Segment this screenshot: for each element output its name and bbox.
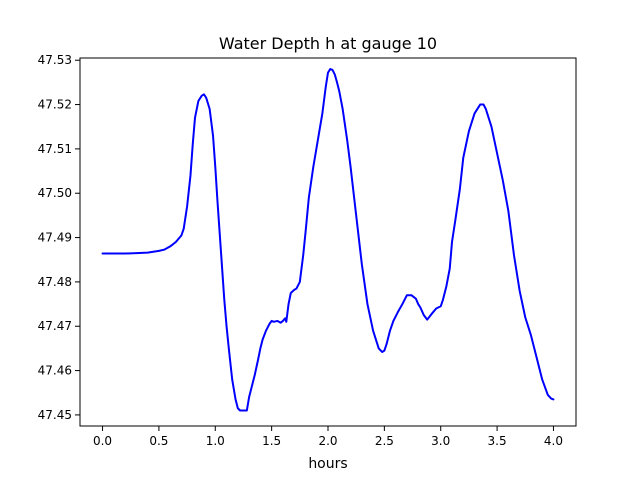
plot-area: [79, 57, 577, 427]
x-tick-label: 3.5: [488, 434, 507, 448]
y-tick-label: 47.52: [38, 98, 72, 112]
y-tick-label: 47.46: [38, 364, 72, 378]
series-line: [101, 68, 555, 412]
y-tick-label: 47.45: [38, 408, 72, 422]
chart-title: Water Depth h at gauge 10: [219, 34, 437, 53]
x-tick-label: 0.5: [149, 434, 168, 448]
plot-frame: [79, 57, 577, 427]
x-tick-label: 2.0: [318, 434, 337, 448]
x-tick-label: 1.5: [262, 434, 281, 448]
x-tick-label: 0.0: [93, 434, 112, 448]
x-tick-label: 4.0: [544, 434, 563, 448]
x-tick-label: 3.0: [431, 434, 450, 448]
x-tick-label: 1.0: [206, 434, 225, 448]
y-tick-label: 47.48: [38, 275, 72, 289]
y-tick-label: 47.53: [38, 53, 72, 67]
y-tick-label: 47.49: [38, 231, 72, 245]
x-axis-label: hours: [308, 456, 347, 472]
x-axis: 0.0 0.5 1.0 1.5 2.0 2.5 3.0 3.5 4.0: [93, 426, 563, 448]
y-tick-label: 47.51: [38, 142, 72, 156]
y-tick-label: 47.47: [38, 319, 72, 333]
y-tick-label: 47.50: [38, 186, 72, 200]
y-axis: 47.45 47.46 47.47 47.48 47.49 47.50 47.51 47.52…: [38, 53, 80, 422]
x-tick-label: 2.5: [375, 434, 394, 448]
